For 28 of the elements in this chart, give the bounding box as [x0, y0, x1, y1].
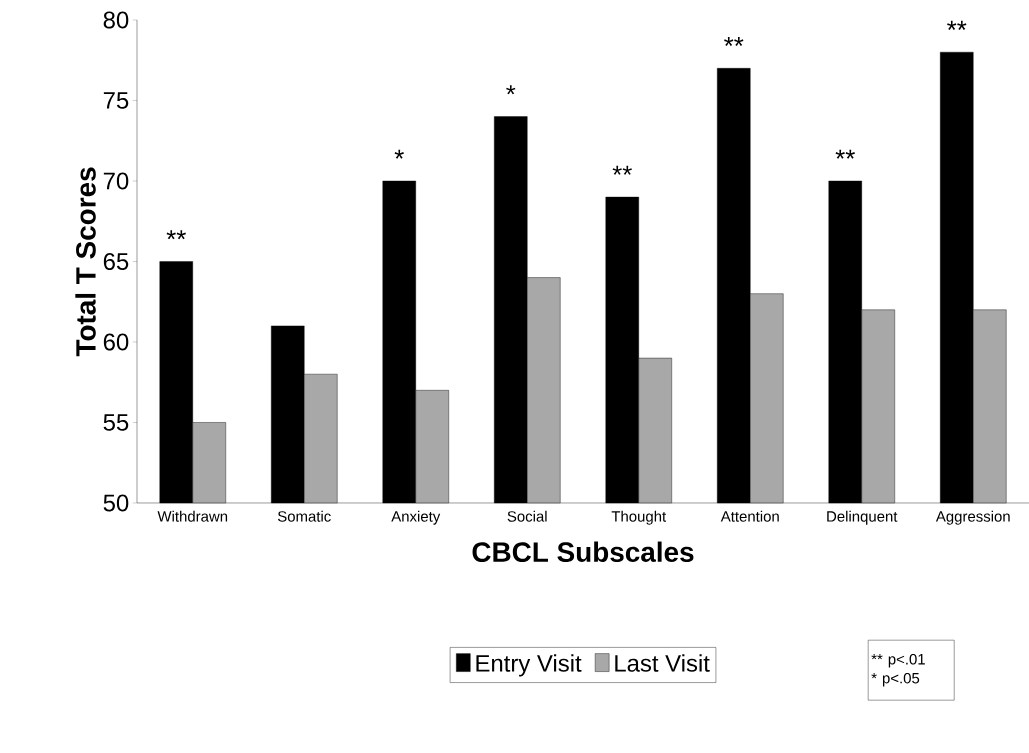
annotation: **: [835, 149, 855, 159]
annotation: *: [394, 149, 404, 159]
annotation: **: [724, 36, 744, 47]
y-tick-label: 80: [103, 11, 129, 29]
text: * p<.05: [871, 672, 920, 687]
x-tick-label: Social: [507, 510, 547, 522]
legend-label: Entry Visit: [476, 654, 582, 677]
y-tick-label: 60: [103, 333, 129, 351]
x-tick-label: Anxiety: [391, 510, 441, 525]
annotation: **: [947, 20, 967, 30]
annotation: **: [612, 165, 632, 175]
x-axis-title: CBCL Subscales: [472, 541, 694, 562]
text: ** p<.01: [871, 653, 925, 668]
annotation: *: [506, 85, 516, 95]
y-tick-label: 75: [103, 92, 129, 109]
y-tick-label: 70: [103, 172, 129, 190]
y-axis-title: Total T Scores: [75, 167, 96, 357]
annotation: **: [166, 230, 186, 240]
x-tick-label: Somatic: [277, 510, 331, 522]
x-tick-label: Withdrawn: [157, 510, 228, 522]
x-tick-label: Thought: [611, 510, 667, 525]
x-tick-label: Delinquent: [827, 510, 898, 525]
x-tick-label: Aggression: [935, 510, 1010, 525]
y-tick-label: 50: [103, 494, 129, 512]
x-tick-label: Attention: [720, 510, 779, 522]
legend-label: Last Visit: [615, 654, 710, 672]
y-tick-label: 55: [103, 414, 129, 431]
y-tick-label: 65: [103, 253, 129, 270]
